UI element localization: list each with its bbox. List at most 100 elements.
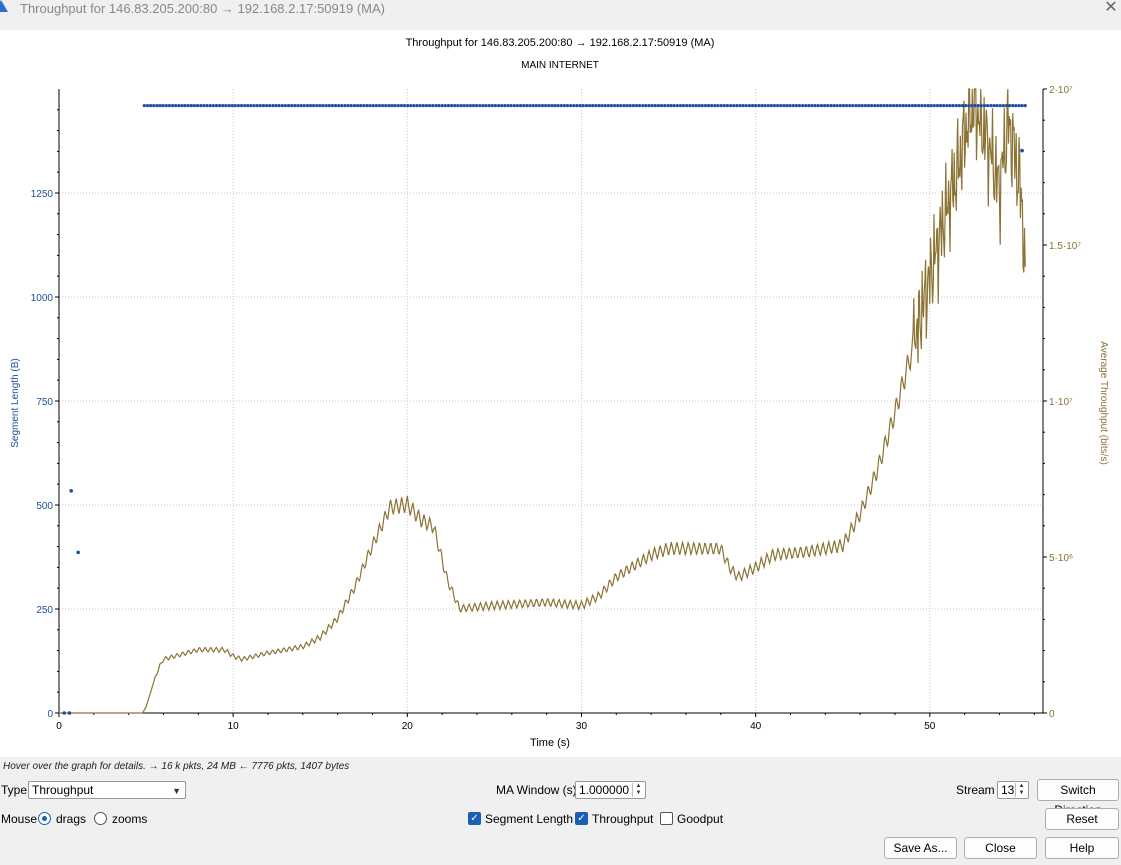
segment-point	[468, 104, 472, 108]
segment-point	[525, 104, 529, 108]
segment-point	[951, 104, 955, 108]
segment-point	[841, 104, 846, 108]
segment-point	[1020, 104, 1024, 108]
segment-point	[177, 104, 181, 108]
throughput-checkbox[interactable]: ✓	[575, 812, 588, 825]
segment-point	[484, 104, 488, 108]
spin-arrows-icon[interactable]: ▲ ▼	[1015, 783, 1027, 797]
ma-window-spinbox[interactable]: 1.000000 ▲ ▼	[575, 781, 646, 799]
segment-point	[807, 104, 811, 108]
stream-label: Stream	[956, 783, 995, 797]
stream-spinbox[interactable]: 13 ▲ ▼	[997, 781, 1029, 799]
segment-point	[785, 104, 789, 108]
segment-point	[685, 104, 689, 108]
segment-point	[368, 104, 372, 108]
segment-point	[587, 104, 592, 108]
segment-point	[628, 104, 632, 108]
segment-point	[409, 104, 413, 108]
segment-point	[503, 104, 507, 108]
reset-button[interactable]: Reset	[1045, 808, 1119, 830]
save-as-button[interactable]: Save As...	[884, 837, 957, 859]
segment-point	[957, 104, 962, 108]
segment-point	[493, 104, 497, 108]
graph-area[interactable]: Throughput for 146.83.205.200:80 → 192.1…	[0, 30, 1121, 757]
segment-point	[515, 104, 520, 108]
segment-point	[537, 104, 541, 108]
type-select[interactable]: Throughput ▼	[28, 781, 186, 799]
y-right-axis-label: Average Throughput (bits/s)	[1098, 341, 1109, 465]
segment-point	[882, 104, 886, 108]
segment-point	[346, 104, 350, 108]
segment-point	[261, 104, 266, 108]
y-right-tick-label: 5·10⁶	[1049, 553, 1073, 564]
segment-point	[424, 104, 429, 108]
segment-point	[453, 104, 457, 108]
segment-point	[1001, 104, 1005, 108]
segment-point	[776, 104, 780, 108]
segment-length-checkbox[interactable]: ✓	[468, 812, 481, 825]
segment-point	[252, 104, 256, 108]
segment-point	[186, 104, 190, 108]
goodput-label: Goodput	[677, 812, 724, 826]
segment-point	[844, 104, 849, 108]
segment-point	[782, 104, 786, 108]
segment-point	[964, 104, 968, 108]
segment-point	[1017, 104, 1021, 108]
segment-point	[763, 104, 767, 108]
drags-label: drags	[56, 812, 87, 826]
segment-point	[431, 104, 435, 108]
segment-point	[866, 104, 871, 108]
segment-point	[917, 104, 921, 108]
spin-arrows-icon[interactable]: ▲ ▼	[632, 783, 644, 797]
segment-point	[371, 104, 375, 108]
y-left-axis-label: Segment Length (B)	[10, 358, 21, 448]
segment-point	[907, 104, 911, 108]
segment-point	[970, 104, 974, 108]
window-titlebar: Throughput for 146.83.205.200:80 → 192.1…	[0, 0, 1121, 20]
segment-point	[1008, 104, 1012, 108]
segment-point	[738, 104, 742, 108]
drags-radio[interactable]	[38, 812, 51, 825]
segment-point	[613, 104, 617, 108]
chart-subtitle: MAIN INTERNET	[521, 60, 599, 71]
app-logo-icon	[0, 0, 8, 12]
throughput-line	[59, 88, 1026, 714]
segment-point	[462, 104, 466, 108]
y-right-tick-label: 1.5·10⁷	[1049, 241, 1081, 252]
close-button[interactable]: Close	[964, 837, 1037, 859]
segment-point	[694, 104, 698, 108]
segment-point	[349, 104, 353, 108]
segment-point	[418, 104, 422, 108]
y-left-tick-label: 1000	[31, 293, 54, 304]
segment-point	[308, 104, 313, 108]
segment-point	[547, 104, 551, 108]
segment-point	[327, 104, 331, 108]
zooms-radio[interactable]	[94, 812, 107, 825]
throughput-chart[interactable]: Throughput for 146.83.205.200:80 → 192.1…	[0, 30, 1121, 757]
y-left-tick-label: 0	[47, 709, 53, 720]
y-left-tick-label: 500	[36, 501, 53, 512]
segment-point	[929, 104, 933, 108]
segment-point	[569, 104, 573, 108]
segment-point	[910, 104, 915, 108]
segment-point	[826, 104, 830, 108]
segment-point	[732, 104, 736, 108]
segment-point	[791, 104, 795, 108]
segment-point	[459, 104, 463, 108]
segment-point	[321, 104, 325, 108]
segment-point	[406, 104, 410, 108]
y-right-tick-label: 2·10⁷	[1049, 85, 1073, 96]
segment-point	[935, 104, 940, 108]
tick-labels: 0 10 20 30 40 5002505007501000125005·10⁶1·10⁷…	[31, 85, 1082, 732]
switch-direction-button[interactable]: Switch Direction	[1037, 779, 1119, 817]
segment-point	[885, 104, 889, 108]
segment-point	[155, 104, 159, 108]
goodput-checkbox[interactable]	[660, 812, 673, 825]
segment-point	[544, 104, 548, 108]
mouse-label: Mouse	[1, 812, 38, 826]
segment-point	[387, 104, 391, 108]
segment-point	[729, 104, 733, 108]
segment-point	[1011, 104, 1015, 108]
close-window-icon[interactable]: ✕	[1104, 0, 1118, 16]
help-button[interactable]: Help	[1045, 837, 1119, 859]
